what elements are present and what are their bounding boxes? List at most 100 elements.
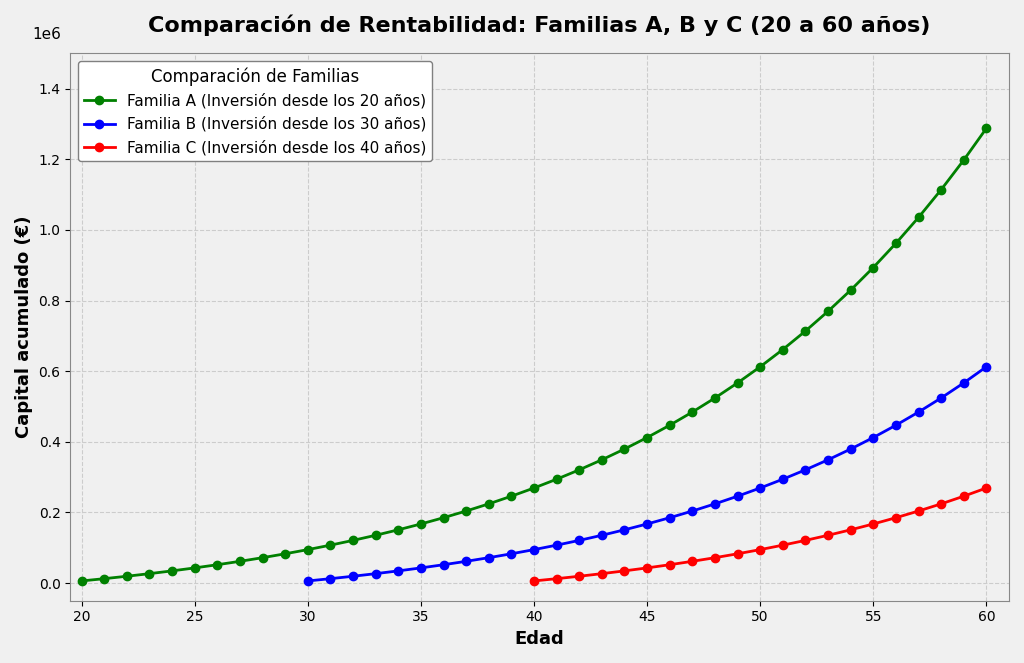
Familia B (Inversión desde los 30 años) [392, 567, 404, 575]
Familia A (Inversión desde los 20 años) [957, 156, 970, 164]
Familia A (Inversión desde los 20 años) [302, 546, 314, 554]
Familia A (Inversión desde los 20 años) [505, 492, 517, 500]
Familia C (Inversión desde los 40 años) [822, 531, 835, 539]
Familia C (Inversión desde los 40 años) [551, 575, 563, 583]
Familia B (Inversión desde los 30 años) [415, 564, 427, 572]
Familia A (Inversión desde los 20 años) [166, 567, 178, 575]
Familia A (Inversión desde los 20 años) [890, 239, 902, 247]
Familia C (Inversión desde los 40 años) [845, 526, 857, 534]
Familia B (Inversión desde los 30 años) [551, 541, 563, 549]
Familia A (Inversión desde los 20 años) [233, 558, 246, 566]
Familia A (Inversión desde los 20 años) [686, 408, 698, 416]
Familia A (Inversión desde los 20 años) [867, 264, 880, 272]
Familia B (Inversión desde los 30 años) [800, 466, 812, 474]
Familia A (Inversión desde los 20 años) [211, 561, 223, 569]
Familia A (Inversión desde los 20 años) [754, 363, 766, 371]
Familia A (Inversión desde los 20 años) [98, 575, 111, 583]
Familia A (Inversión desde los 20 años) [437, 514, 450, 522]
Title: Comparación de Rentabilidad: Familias A, B y C (20 a 60 años): Comparación de Rentabilidad: Familias A,… [148, 15, 931, 36]
Familia C (Inversión desde los 40 años) [957, 492, 970, 500]
Familia B (Inversión desde los 30 años) [641, 520, 653, 528]
Familia A (Inversión desde los 20 años) [641, 434, 653, 442]
Familia A (Inversión desde los 20 años) [121, 572, 133, 580]
Familia C (Inversión desde los 40 años) [596, 570, 608, 577]
Familia A (Inversión desde los 20 años) [76, 577, 88, 585]
Familia A (Inversión desde los 20 años) [912, 213, 925, 221]
Familia A (Inversión desde los 20 años) [935, 186, 947, 194]
Familia B (Inversión desde los 30 años) [822, 456, 835, 464]
Familia A (Inversión desde los 20 años) [392, 526, 404, 534]
Familia A (Inversión desde los 20 años) [800, 327, 812, 335]
Familia C (Inversión desde los 40 años) [776, 541, 788, 549]
Familia B (Inversión desde los 30 años) [686, 507, 698, 515]
Familia B (Inversión desde los 30 años) [776, 475, 788, 483]
Familia A (Inversión desde los 20 años) [822, 308, 835, 316]
Familia B (Inversión desde los 30 años) [867, 434, 880, 442]
Familia B (Inversión desde los 30 años) [505, 550, 517, 558]
Familia B (Inversión desde los 30 años) [437, 561, 450, 569]
Familia B (Inversión desde los 30 años) [731, 492, 743, 500]
Familia B (Inversión desde los 30 años) [596, 531, 608, 539]
Familia A (Inversión desde los 20 años) [731, 379, 743, 387]
Familia C (Inversión desde los 40 años) [912, 507, 925, 515]
Familia B (Inversión desde los 30 años) [460, 558, 472, 566]
Familia B (Inversión desde los 30 años) [618, 526, 631, 534]
Familia A (Inversión desde los 20 años) [256, 554, 268, 562]
Familia B (Inversión desde los 30 años) [709, 500, 721, 508]
Familia C (Inversión desde los 40 años) [980, 484, 992, 492]
Familia C (Inversión desde los 40 años) [641, 564, 653, 572]
Legend: Familia A (Inversión desde los 20 años), Familia B (Inversión desde los 30 años): Familia A (Inversión desde los 20 años),… [78, 61, 432, 161]
Y-axis label: Capital acumulado (€): Capital acumulado (€) [15, 215, 33, 438]
Line: Familia A (Inversión desde los 20 años): Familia A (Inversión desde los 20 años) [78, 124, 990, 585]
Familia A (Inversión desde los 20 años) [709, 394, 721, 402]
Familia B (Inversión desde los 30 años) [370, 570, 382, 577]
Familia A (Inversión desde los 20 años) [618, 445, 631, 453]
Familia C (Inversión desde los 40 años) [573, 572, 586, 580]
Line: Familia B (Inversión desde los 30 años): Familia B (Inversión desde los 30 años) [304, 363, 990, 585]
Familia C (Inversión desde los 40 años) [935, 500, 947, 508]
Familia C (Inversión desde los 40 años) [731, 550, 743, 558]
Familia C (Inversión desde los 40 años) [867, 520, 880, 528]
Familia A (Inversión desde los 20 años) [573, 466, 586, 474]
Familia B (Inversión desde los 30 años) [980, 363, 992, 371]
X-axis label: Edad: Edad [515, 630, 564, 648]
Familia B (Inversión desde los 30 años) [325, 575, 337, 583]
Familia A (Inversión desde los 20 años) [325, 541, 337, 549]
Line: Familia C (Inversión desde los 40 años): Familia C (Inversión desde los 40 años) [529, 484, 990, 585]
Familia B (Inversión desde los 30 años) [890, 421, 902, 429]
Familia B (Inversión desde los 30 años) [347, 572, 359, 580]
Familia C (Inversión desde los 40 años) [686, 558, 698, 566]
Familia A (Inversión desde los 20 años) [527, 484, 540, 492]
Familia B (Inversión desde los 30 años) [957, 379, 970, 387]
Familia A (Inversión desde los 20 años) [370, 531, 382, 539]
Familia A (Inversión desde los 20 años) [664, 421, 676, 429]
Familia C (Inversión desde los 40 años) [709, 554, 721, 562]
Familia C (Inversión desde los 40 años) [618, 567, 631, 575]
Familia B (Inversión desde los 30 años) [935, 394, 947, 402]
Familia C (Inversión desde los 40 años) [664, 561, 676, 569]
Familia A (Inversión desde los 20 años) [596, 456, 608, 464]
Familia A (Inversión desde los 20 años) [482, 500, 495, 508]
Familia A (Inversión desde los 20 años) [551, 475, 563, 483]
Familia B (Inversión desde los 30 años) [845, 445, 857, 453]
Familia C (Inversión desde los 40 años) [527, 577, 540, 585]
Familia C (Inversión desde los 40 años) [890, 514, 902, 522]
Familia A (Inversión desde los 20 años) [460, 507, 472, 515]
Familia B (Inversión desde los 30 años) [912, 408, 925, 416]
Familia B (Inversión desde los 30 años) [754, 484, 766, 492]
Familia C (Inversión desde los 40 años) [800, 536, 812, 544]
Familia B (Inversión desde los 30 años) [482, 554, 495, 562]
Familia B (Inversión desde los 30 años) [302, 577, 314, 585]
Familia A (Inversión desde los 20 años) [143, 570, 156, 577]
Familia C (Inversión desde los 40 años) [754, 546, 766, 554]
Familia B (Inversión desde los 30 años) [664, 514, 676, 522]
Familia A (Inversión desde los 20 años) [188, 564, 201, 572]
Familia A (Inversión desde los 20 años) [415, 520, 427, 528]
Familia A (Inversión desde los 20 años) [776, 345, 788, 353]
Familia A (Inversión desde los 20 años) [980, 125, 992, 133]
Familia B (Inversión desde los 30 años) [573, 536, 586, 544]
Familia B (Inversión desde los 30 años) [527, 546, 540, 554]
Text: 1e6: 1e6 [32, 27, 60, 42]
Familia A (Inversión desde los 20 años) [347, 536, 359, 544]
Familia A (Inversión desde los 20 años) [845, 286, 857, 294]
